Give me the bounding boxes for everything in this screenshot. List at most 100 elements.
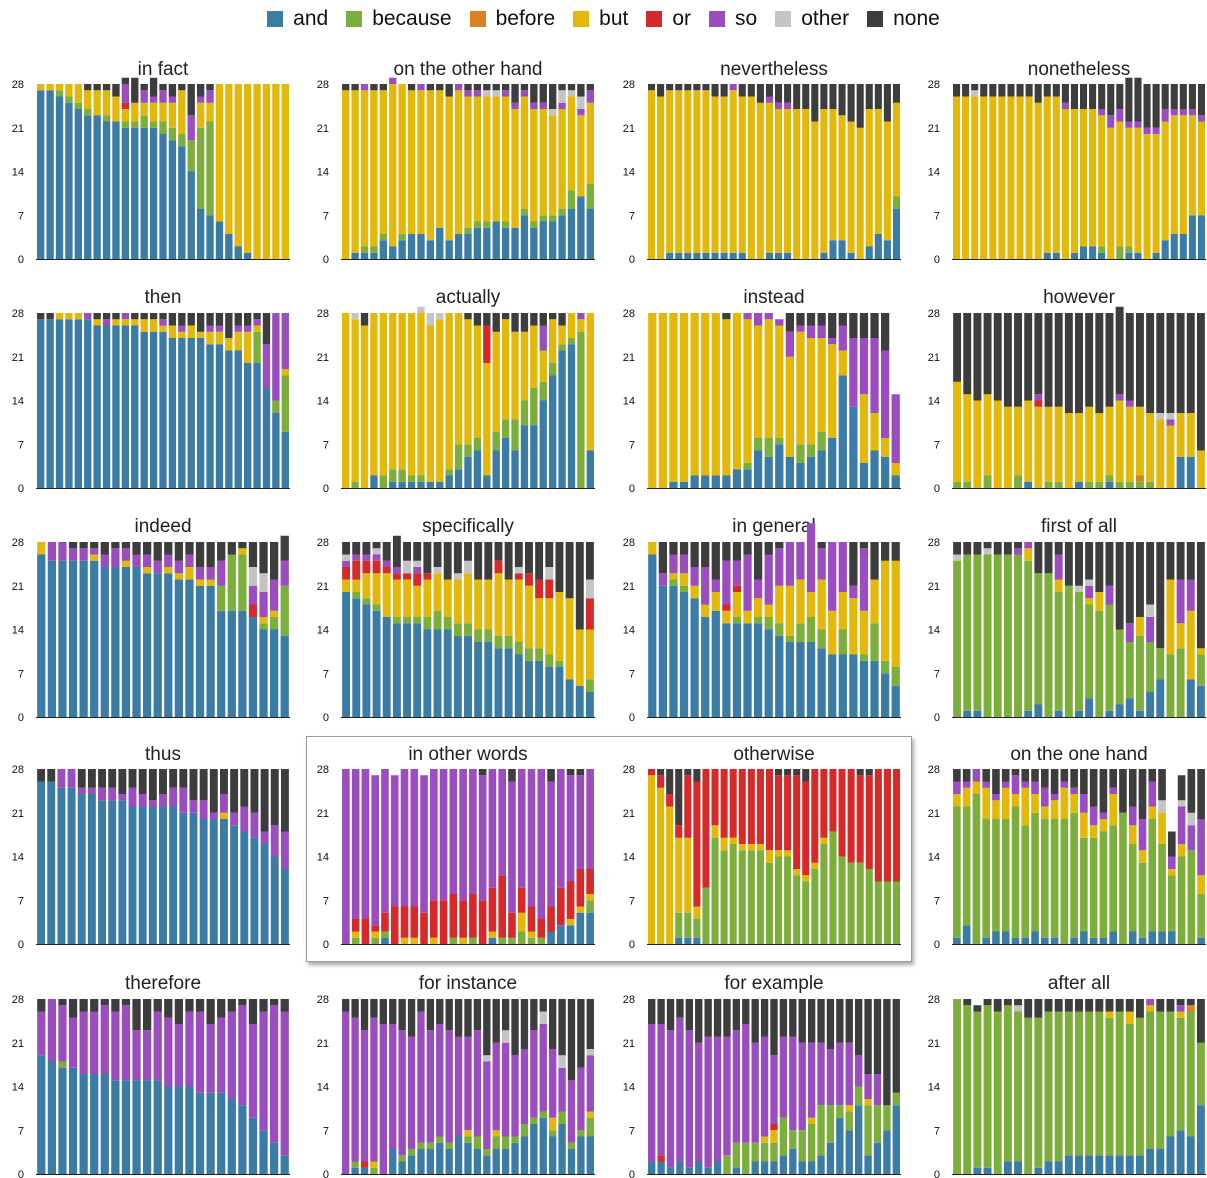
bar-segment-none [215, 313, 224, 326]
bar-segment-but [1136, 617, 1144, 636]
bar-segment-because [1014, 475, 1022, 488]
bar-segment-but [423, 579, 432, 617]
bar-segment-and [1168, 931, 1176, 944]
bar-segment-but [586, 313, 594, 451]
y-tick-label: 7 [934, 1125, 940, 1137]
bar-segment-but [1044, 406, 1053, 482]
bar-segment-none [148, 769, 157, 801]
bar-segment-and [445, 240, 453, 259]
bar-segment-because [253, 331, 261, 363]
bar-segment-but [1161, 121, 1169, 241]
bar-segment-and [754, 450, 763, 488]
bar-segment-so [1034, 394, 1043, 401]
bar-segment-and [436, 227, 444, 259]
bar-segment-because [1148, 819, 1157, 932]
bar-segment-so [370, 1017, 378, 1162]
legend-item-because: because [346, 7, 452, 31]
bar-segment-none [702, 84, 710, 91]
bar-segment-but [648, 90, 656, 259]
bar-segment-but [657, 787, 665, 944]
bar-segment-so [259, 592, 268, 617]
bar-segment-none [501, 999, 510, 1031]
bar-segment-none [693, 84, 701, 91]
bar-segment-none [270, 542, 279, 580]
bar-segment-and [47, 781, 56, 944]
y-tick-label: 21 [12, 581, 24, 593]
bar-segment-but [1196, 648, 1205, 655]
bar-segment-none [46, 313, 54, 320]
bar-segment-and [159, 806, 167, 944]
bar-segment-so [111, 1011, 120, 1081]
bar-segment-and [577, 1136, 585, 1174]
bar-segment-so [215, 325, 224, 332]
bar-segment-none [1143, 84, 1151, 128]
bar-segment-and [65, 319, 73, 488]
bar-segment-none [1014, 999, 1022, 1006]
bar-segment-and [566, 925, 575, 944]
bar-segment-none [1156, 542, 1165, 649]
bar-segment-none [1156, 999, 1165, 1012]
bar-segment-because [838, 629, 847, 655]
bar-segment-because [398, 234, 406, 241]
bar-segment-but [483, 96, 491, 222]
bar-segment-because [1116, 246, 1124, 259]
bar-segment-so [859, 548, 869, 611]
bar-segment-but [417, 90, 425, 234]
bar-segment-and [743, 623, 752, 717]
bar-segment-so [351, 769, 360, 919]
bar-segment-and [174, 579, 184, 717]
bar-segment-none [1186, 542, 1195, 580]
bar-segment-but [576, 906, 585, 913]
y-tick-label: 28 [623, 764, 635, 776]
bar-segment-so [1166, 419, 1175, 426]
bar-segment-none [108, 769, 117, 788]
bar-segment-because [992, 819, 1000, 932]
bar-segment-none [473, 84, 482, 91]
bar-segment-so [742, 1024, 750, 1143]
bar-segment-and [379, 240, 387, 259]
bar-segment-none [1136, 999, 1144, 1018]
bar-segment-but [1197, 121, 1206, 216]
bar-segment-none [1075, 542, 1083, 586]
bar-segment-but [648, 775, 656, 944]
bar-segment-and [817, 450, 826, 488]
bar-segment-because [892, 1092, 900, 1106]
bar-segment-none [704, 999, 712, 1037]
bar-segment-none [1168, 831, 1176, 857]
bar-segment-but [971, 96, 979, 259]
bar-segment-none [1105, 313, 1114, 407]
bar-segment-so [760, 1036, 769, 1137]
bar-segment-none [1014, 313, 1022, 407]
bar-segment-so [743, 313, 752, 320]
bar-segment-but [747, 844, 755, 851]
bar-segment-but [864, 1099, 872, 1106]
bar-segment-but [775, 325, 784, 438]
chart-title: however [1043, 287, 1115, 308]
bar-segment-but [1146, 1005, 1155, 1012]
bar-segment-because [760, 1142, 769, 1162]
bar-segment-and [196, 338, 205, 488]
bar-segment-but [1041, 806, 1049, 819]
bar-segment-because [836, 1105, 844, 1118]
bar-segment-other [545, 567, 554, 580]
bar-segment-so [270, 1005, 279, 1143]
bar-segment-and [963, 710, 972, 717]
bar-segment-because [539, 215, 547, 222]
bar-segment-none [576, 769, 585, 776]
bar-segment-but [244, 331, 252, 363]
bar-segment-but [244, 84, 252, 253]
bar-segment-and [555, 667, 564, 717]
bar-segment-none [567, 84, 576, 91]
bar-segment-none [360, 313, 369, 326]
y-tick-label: 0 [934, 939, 940, 951]
bar-segment-because [131, 121, 139, 128]
bar-segment-because [1125, 481, 1134, 488]
bar-segment-none [1146, 313, 1155, 413]
bar-segment-because [403, 617, 411, 624]
bar-segment-none [817, 999, 825, 1043]
bar-segment-none [112, 84, 120, 97]
bar-segment-so [360, 84, 369, 91]
bar-segment-and [443, 629, 452, 717]
